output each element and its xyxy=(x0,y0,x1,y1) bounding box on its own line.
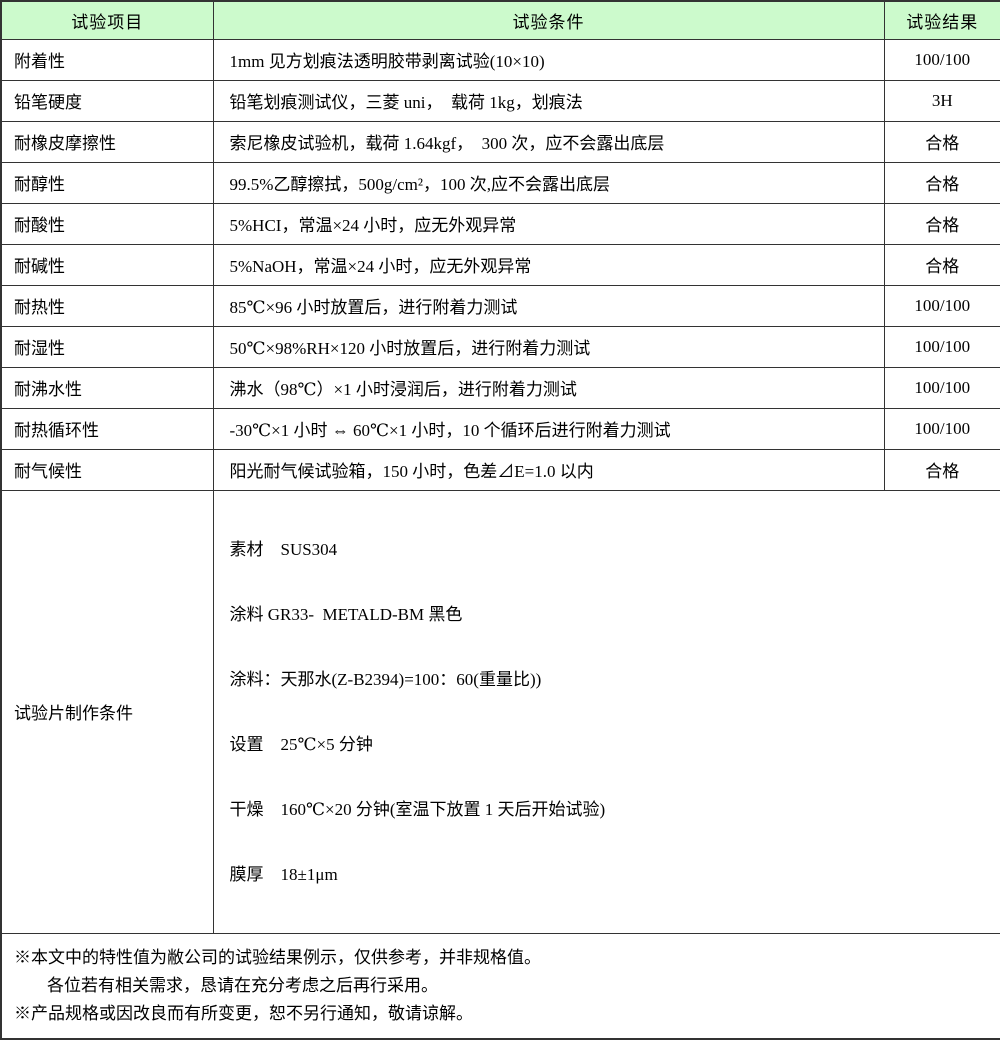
test-result-cell: 合格 xyxy=(883,120,1000,163)
test-condition-cell: 5%HCI，常温×24 小时，应无外观异常 xyxy=(212,202,885,245)
test-condition-cell: 索尼橡皮试验机，载荷 1.64kgf， 300 次，应不会露出底层 xyxy=(212,120,885,163)
test-result-cell: 100/100 xyxy=(883,407,1000,450)
table-row: 耐湿性 50℃×98%RH×120 小时放置后，进行附着力测试 100/100 xyxy=(0,325,1000,368)
prep-line-thinner-ratio: 涂料：天那水(Z-B2394)=100：60(重量比)) xyxy=(229,669,542,689)
test-item-cell: 耐醇性 xyxy=(0,161,214,204)
test-item-cell: 耐沸水性 xyxy=(0,366,214,409)
test-item-cell: 耐橡皮摩擦性 xyxy=(0,120,214,163)
header-row: 试验项目 试验条件 试验结果 xyxy=(0,0,1000,40)
footnotes-row: ※本文中的特性值为敝公司的试验结果例示，仅供参考，并非规格值。 各位若有相关需求… xyxy=(0,932,1000,1039)
test-item-cell: 耐湿性 xyxy=(0,325,214,368)
prep-line-film-thickness: 膜厚 18±1μm xyxy=(229,864,338,884)
table-row: 附着性 1mm 见方划痕法透明胶带剥离试验(10×10) 100/100 xyxy=(0,38,1000,81)
test-condition-cell: 阳光耐气候试验箱，150 小时，色差⊿E=1.0 以内 xyxy=(212,448,885,491)
test-result-cell: 合格 xyxy=(883,202,1000,245)
test-item-cell: 附着性 xyxy=(0,38,214,81)
table-row: 耐酸性 5%HCI，常温×24 小时，应无外观异常 合格 xyxy=(0,202,1000,245)
table-header: 试验项目 试验条件 试验结果 xyxy=(0,0,1000,40)
table-row: 耐碱性 5%NaOH，常温×24 小时，应无外观异常 合格 xyxy=(0,243,1000,286)
footnotes-cell: ※本文中的特性值为敝公司的试验结果例示，仅供参考，并非规格值。 各位若有相关需求… xyxy=(0,932,1000,1039)
test-result-cell: 100/100 xyxy=(883,38,1000,81)
table-row: 耐气候性 阳光耐气候试验箱，150 小时，色差⊿E=1.0 以内 合格 xyxy=(0,448,1000,491)
prep-line-substrate: 素材 SUS304 xyxy=(229,539,338,559)
header-cell-test-result: 试验结果 xyxy=(883,0,1000,40)
table-row: 耐热循环性 -30℃×1 小时 ⇔ 60℃×1 小时，10 个循环后进行附着力测试… xyxy=(0,407,1000,450)
test-result-cell: 100/100 xyxy=(883,284,1000,327)
table-row: 铅笔硬度 铅笔划痕测试仪，三菱 uni， 载荷 1kg，划痕法 3H xyxy=(0,79,1000,122)
test-condition-cell: 99.5%乙醇擦拭，500g/cm²，100 次,应不会露出底层 xyxy=(212,161,885,204)
header-cell-test-item: 试验项目 xyxy=(0,0,214,40)
footnote-consideration: 各位若有相关需求，恳请在充分考虑之后再行采用。 xyxy=(47,975,438,995)
prep-row-item-label: 试验片制作条件 xyxy=(0,489,214,934)
footnote-disclaimer: ※本文中的特性值为敝公司的试验结果例示，仅供参考，并非规格值。 xyxy=(14,947,541,967)
test-item-cell: 耐热循环性 xyxy=(0,407,214,450)
test-condition-cell: 沸水（98℃）×1 小时浸润后，进行附着力测试 xyxy=(212,366,885,409)
table-row: 耐热性 85℃×96 小时放置后，进行附着力测试 100/100 xyxy=(0,284,1000,327)
test-condition-cell: 5%NaOH，常温×24 小时，应无外观异常 xyxy=(212,243,885,286)
test-condition-cell: 50℃×98%RH×120 小时放置后，进行附着力测试 xyxy=(212,325,885,368)
test-item-cell: 铅笔硬度 xyxy=(0,79,214,122)
prep-line-coating: 涂料 GR33- METALD-BM 黑色 xyxy=(229,604,463,624)
test-result-cell: 合格 xyxy=(883,243,1000,286)
test-item-cell: 耐气候性 xyxy=(0,448,214,491)
test-condition-cell: 85℃×96 小时放置后，进行附着力测试 xyxy=(212,284,885,327)
table-row: 耐沸水性 沸水（98℃）×1 小时浸润后，进行附着力测试 100/100 xyxy=(0,366,1000,409)
prep-line-setting: 设置 25℃×5 分钟 xyxy=(229,734,373,754)
test-result-cell: 3H xyxy=(883,79,1000,122)
test-condition-cell: -30℃×1 小时 ⇔ 60℃×1 小时，10 个循环后进行附着力测试 xyxy=(212,407,885,450)
test-item-cell: 耐酸性 xyxy=(0,202,214,245)
test-result-cell: 100/100 xyxy=(883,325,1000,368)
test-rows: 附着性 1mm 见方划痕法透明胶带剥离试验(10×10) 100/100 铅笔硬度 铅笔… xyxy=(0,38,1000,491)
test-item-cell: 耐热性 xyxy=(0,284,214,327)
prep-row-conditions: 素材 SUS304 涂料 GR33- METALD-BM 黑色 涂料：天那水(Z… xyxy=(212,489,1000,934)
header-cell-test-condition: 试验条件 xyxy=(212,0,885,40)
table-row: 耐醇性 99.5%乙醇擦拭，500g/cm²，100 次,应不会露出底层 合格 xyxy=(0,161,1000,204)
prep-section: 试验片制作条件 素材 SUS304 涂料 GR33- METALD-BM 黑色 … xyxy=(0,489,1000,1039)
test-result-cell: 合格 xyxy=(883,448,1000,491)
table-row: 耐橡皮摩擦性 索尼橡皮试验机，载荷 1.64kgf， 300 次，应不会露出底层合… xyxy=(0,120,1000,163)
prep-conditions-row: 试验片制作条件 素材 SUS304 涂料 GR33- METALD-BM 黑色 … xyxy=(0,489,1000,934)
test-result-cell: 100/100 xyxy=(883,366,1000,409)
prep-line-drying: 干燥 160℃×20 分钟(室温下放置 1 天后开始试验) xyxy=(229,799,606,819)
test-condition-cell: 1mm 见方划痕法透明胶带剥离试验(10×10) xyxy=(212,38,885,81)
test-result-cell: 合格 xyxy=(883,161,1000,204)
footnote-spec-change: ※产品规格或因改良而有所变更，恕不另行通知，敬请谅解。 xyxy=(14,1003,473,1023)
test-item-cell: 耐碱性 xyxy=(0,243,214,286)
test-condition-cell: 铅笔划痕测试仪，三菱 uni， 载荷 1kg，划痕法 xyxy=(212,79,885,122)
